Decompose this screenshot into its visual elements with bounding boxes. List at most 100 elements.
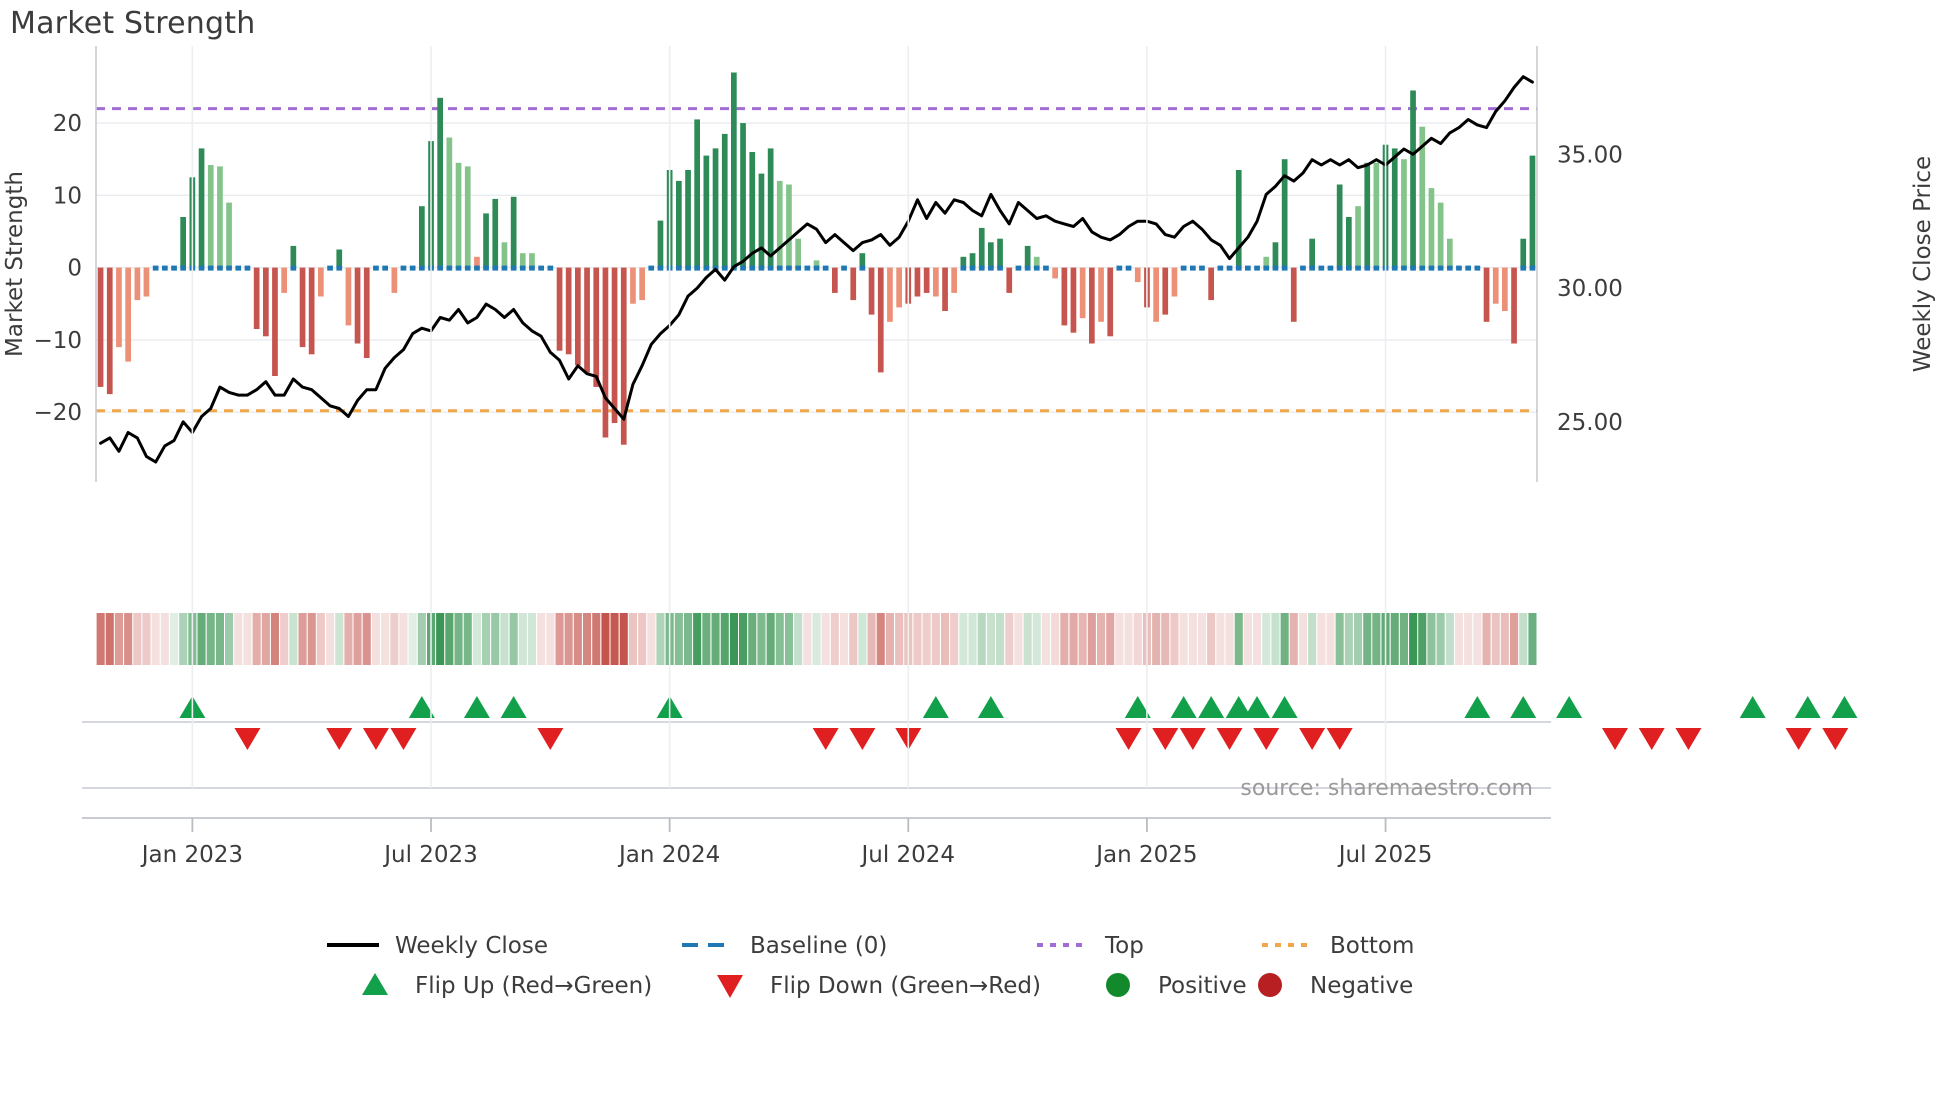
bar-market-strength: [1355, 206, 1361, 268]
bar-zero-cap: [1336, 265, 1343, 271]
heatmap-cell: [1069, 613, 1078, 665]
bar-market-strength: [1428, 188, 1435, 268]
heatmap-cell: [592, 613, 601, 665]
bar-baseline: [1254, 265, 1260, 271]
bar-market-strength: [1483, 267, 1490, 322]
bar-market-strength: [437, 97, 443, 268]
legend-bottom[interactable]: Bottom: [1330, 933, 1414, 959]
heatmap-cell: [986, 613, 995, 665]
heatmap-cell: [931, 613, 940, 665]
bar-market-strength: [336, 249, 343, 268]
legend-flip-up[interactable]: Flip Up (Red→Green): [415, 973, 652, 999]
heatmap-cell: [1243, 613, 1252, 665]
heatmap-cell: [674, 613, 683, 665]
heatmap-cell: [1133, 613, 1142, 665]
bar-baseline: [409, 265, 416, 271]
heatmap-cell: [1528, 613, 1537, 665]
legend-weekly-close[interactable]: Weekly Close: [395, 933, 548, 959]
bar-zero-cap: [180, 265, 186, 271]
bar-market-strength: [565, 267, 572, 355]
bar-zero-cap: [1235, 265, 1242, 271]
flip-down-marker: [362, 728, 389, 750]
heatmap-cell: [1399, 613, 1408, 665]
flip-up-marker: [1556, 696, 1583, 718]
bar-market-strength: [676, 180, 682, 268]
heatmap-cell: [326, 613, 335, 665]
bar-zero-cap: [217, 265, 223, 271]
bar-zero-cap: [519, 265, 526, 271]
heatmap-cell: [1216, 613, 1225, 665]
left-axis-tick-label: 10: [53, 183, 82, 209]
heatmap-cell: [1280, 613, 1289, 665]
right-axis-tick-label: 35.00: [1557, 142, 1623, 168]
heatmap-cell: [1078, 613, 1087, 665]
bar-zero-cap: [813, 265, 820, 271]
left-axis-tick-label: −10: [33, 328, 82, 354]
bar-market-strength: [419, 206, 425, 268]
bar-zero-cap: [657, 265, 664, 271]
heatmap-cell: [1198, 613, 1207, 665]
heatmap-cell: [1225, 613, 1234, 665]
bar-baseline: [162, 265, 168, 271]
heatmap-cell: [1161, 613, 1170, 665]
bar-market-strength: [1272, 242, 1279, 268]
bar-market-strength: [143, 267, 150, 297]
heatmap-cell: [252, 613, 261, 665]
legend-negative[interactable]: Negative: [1310, 973, 1413, 999]
heatmap-cell: [1335, 613, 1344, 665]
heatmap-cell: [197, 613, 206, 665]
bar-zero-cap: [786, 265, 792, 271]
heatmap-cell: [601, 613, 610, 665]
heatmap-cell: [546, 613, 555, 665]
heatmap-cell: [849, 613, 858, 665]
legend-flip-down[interactable]: Flip Down (Green→Red): [770, 973, 1041, 999]
heatmap-cell: [234, 613, 243, 665]
bar-market-strength: [106, 267, 113, 395]
flip-up-marker: [408, 696, 435, 718]
legend-positive[interactable]: Positive: [1158, 973, 1247, 999]
flip-up-marker: [922, 696, 949, 718]
heatmap-cell: [371, 613, 380, 665]
bar-baseline: [1456, 265, 1462, 271]
bar-zero-cap: [767, 265, 774, 271]
legend-top[interactable]: Top: [1104, 933, 1144, 959]
heatmap-cell: [1354, 613, 1363, 665]
flip-down-marker: [812, 728, 839, 750]
heatmap-cell: [381, 613, 390, 665]
bar-market-strength: [1061, 267, 1068, 326]
bar-market-strength: [721, 133, 728, 268]
strength-heatmap-strip: [96, 613, 1537, 665]
bar-market-strength: [731, 72, 737, 268]
heatmap-cell: [858, 613, 867, 665]
bar-market-strength: [492, 198, 499, 268]
heatmap-cell: [555, 613, 564, 665]
heatmap-cell: [1344, 613, 1353, 665]
heatmap-cell: [1418, 613, 1427, 665]
legend-swatch-dot-green: [1106, 973, 1130, 997]
bar-market-strength: [997, 238, 1003, 268]
bar-zero-cap: [510, 265, 517, 271]
heatmap-cell: [1152, 613, 1161, 665]
bar-zero-cap: [1447, 265, 1453, 271]
bar-zero-cap: [1428, 265, 1435, 271]
bar-market-strength: [318, 267, 324, 297]
bar-baseline: [648, 265, 655, 271]
bar-zero-cap: [290, 265, 297, 271]
bar-market-strength: [207, 165, 214, 268]
heatmap-cell: [472, 613, 481, 665]
heatmap-cell: [1308, 613, 1317, 665]
reference-lines: [96, 107, 1537, 413]
heatmap-cell: [1188, 613, 1197, 665]
bar-market-strength: [1263, 256, 1270, 268]
heatmap-cell: [739, 613, 748, 665]
bar-market-strength: [887, 267, 893, 322]
bar-market-strength: [134, 267, 141, 301]
bar-zero-cap: [997, 265, 1003, 271]
legend-baseline[interactable]: Baseline (0): [750, 933, 887, 959]
bar-zero-cap: [336, 265, 343, 271]
bar-baseline: [171, 265, 177, 271]
bar-zero-cap: [1364, 265, 1371, 271]
heatmap-cell: [170, 613, 179, 665]
heatmap-cell: [463, 613, 472, 665]
